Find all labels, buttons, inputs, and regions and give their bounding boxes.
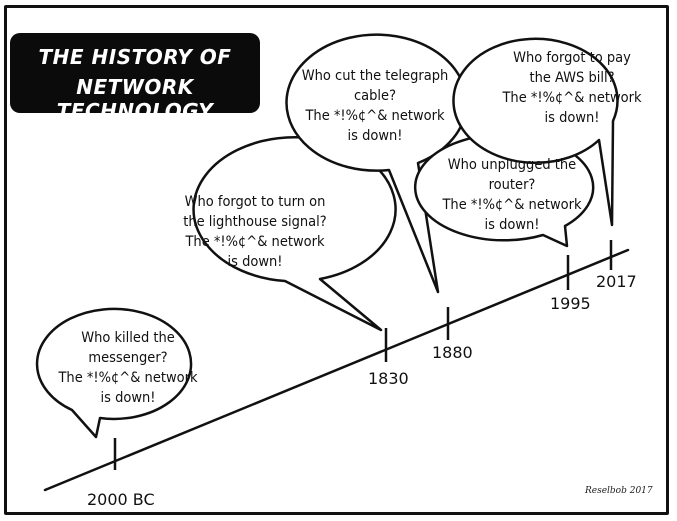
timeline-line xyxy=(43,248,630,492)
year-label-1880: 1880 xyxy=(432,343,473,362)
bubble-text-lighthouse: Who forgot to turn on the lighthouse sig… xyxy=(183,194,327,270)
speech-bubble-aws xyxy=(452,37,619,227)
artist-signature: Reselbob 2017 xyxy=(585,486,653,496)
year-label-2000bc: 2000 BC xyxy=(87,490,155,509)
bubble-text-messenger: Who killed the messenger? The *!%¢^& net… xyxy=(58,330,198,406)
year-label-1995: 1995 xyxy=(550,294,591,313)
speech-bubble-lighthouse xyxy=(192,136,397,332)
year-label-1830: 1830 xyxy=(368,369,409,388)
bubble-text-aws: Who forgot to pay the AWS bill? The *!%¢… xyxy=(502,50,642,126)
title-line-1: THE HISTORY OF xyxy=(38,45,232,69)
speech-bubble-messenger xyxy=(35,307,193,439)
title-line-2: NETWORK TECHNOLOGY xyxy=(56,75,214,123)
comic-frame xyxy=(4,5,669,515)
bubble-text-router: Who unplugged the router? The *!%¢^& net… xyxy=(442,157,582,233)
title-box: THE HISTORY OF NETWORK TECHNOLOGY xyxy=(10,33,260,123)
year-label-2017: 2017 xyxy=(596,272,637,291)
bubble-text-telegraph: Who cut the telegraph cable? The *!%¢^& … xyxy=(301,68,449,144)
